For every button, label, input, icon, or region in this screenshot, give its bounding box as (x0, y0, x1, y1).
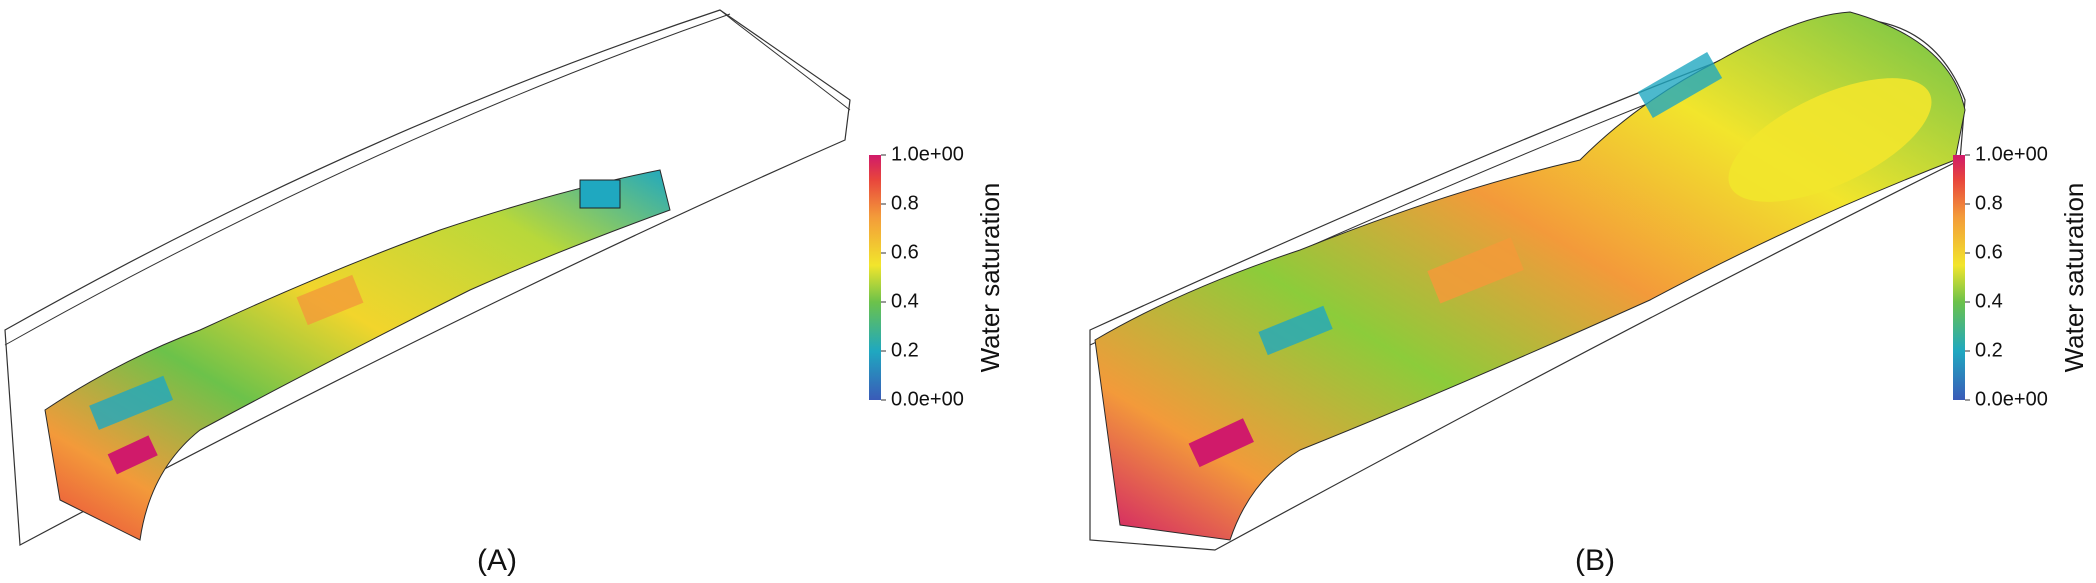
panel-label: (B) (1575, 544, 1615, 577)
colorbar-tick-label: 0.6 (1975, 241, 2003, 263)
render-a (4, 9, 851, 546)
colorbar-tick-label: 0.8 (1975, 192, 2003, 214)
panel-label: (A) (477, 544, 517, 577)
colorbar-tick-label: 0.6 (891, 241, 919, 263)
colorbar-tick-label: 0.2 (891, 339, 919, 361)
colorbar-tick-label: 0.4 (1975, 290, 2003, 312)
colorbar-tick-label: 0.2 (1975, 339, 2003, 361)
colorbar-tick-label: 0.0e+00 (1975, 388, 2048, 410)
colorbar (1953, 155, 1965, 400)
colorbar-tick-label: 0.8 (891, 192, 919, 214)
colorbar-tick-label: 0.4 (891, 290, 919, 312)
colorbar-title: Water saturation (975, 183, 1005, 373)
colorbar (869, 155, 881, 400)
colorbar-tick-label: 0.0e+00 (891, 388, 964, 410)
render-b (1089, 11, 1966, 551)
colorbar-title: Water saturation (2059, 183, 2089, 373)
colorbar-tick-label: 1.0e+00 (1975, 143, 2048, 165)
colorbar-tick-label: 1.0e+00 (891, 143, 964, 165)
